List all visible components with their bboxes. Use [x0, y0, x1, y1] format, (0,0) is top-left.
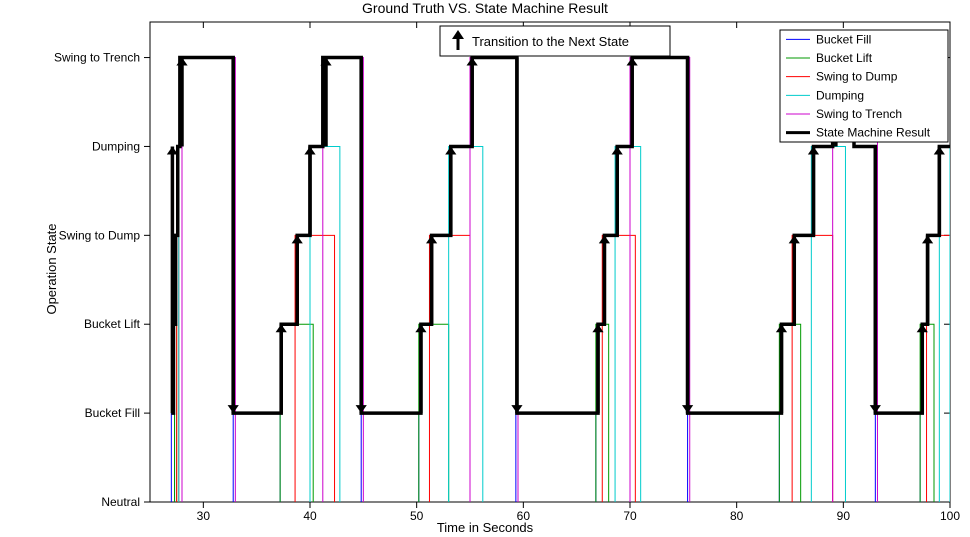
series-dumping: [310, 146, 340, 502]
chart-svg: 30405060708090100NeutralBucket FillBucke…: [0, 0, 970, 537]
annotation-text: Transition to the Next State: [472, 34, 629, 49]
y-tick-label: Bucket Fill: [85, 406, 140, 420]
series-bucket_fill: [361, 413, 419, 502]
series-swing_to_dump: [429, 235, 470, 502]
series-dumping: [449, 146, 483, 502]
y-tick-label: Dumping: [92, 139, 140, 153]
y-tick-label: Bucket Lift: [84, 317, 141, 331]
series-bucket_fill: [688, 413, 780, 502]
series-swing_to_trench: [323, 58, 364, 502]
y-tick-label: Neutral: [101, 495, 140, 509]
legend-label: Bucket Lift: [816, 51, 873, 65]
series-bucket_fill: [233, 413, 280, 502]
legend-label: Swing to Trench: [816, 107, 902, 121]
y-tick-label: Swing to Trench: [54, 51, 140, 65]
y-tick-label: Swing to Dump: [59, 228, 141, 242]
series-swing_to_dump: [927, 235, 950, 502]
series-swing_to_trench: [470, 58, 518, 502]
series-swing_to_dump: [295, 235, 334, 502]
y-axis-label: Operation State: [44, 223, 59, 314]
series-swing_to_dump: [792, 235, 833, 502]
chart-root: Ground Truth VS. State Machine Result Ti…: [0, 0, 970, 537]
series-bucket_lift: [419, 324, 449, 502]
x-axis-label: Time in Seconds: [0, 520, 970, 535]
legend-label: Bucket Fill: [816, 32, 871, 46]
series-swing_to_trench: [630, 58, 690, 502]
series-bucket_fill: [875, 413, 920, 502]
chart-title: Ground Truth VS. State Machine Result: [0, 0, 970, 16]
series-bucket_fill: [516, 413, 596, 502]
legend-label: State Machine Result: [816, 126, 931, 140]
legend-label: Dumping: [816, 88, 864, 102]
series-swing_to_trench: [182, 58, 235, 502]
legend-label: Swing to Dump: [816, 70, 898, 84]
series-dumping: [811, 146, 845, 502]
series-bucket_lift: [280, 324, 313, 502]
